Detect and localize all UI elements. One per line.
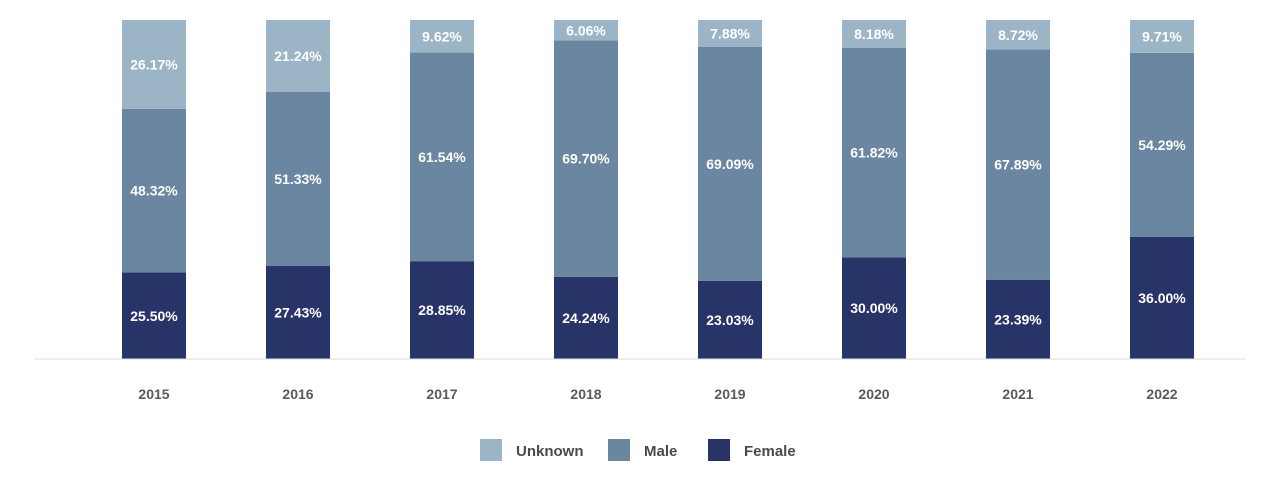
legend-swatch-female	[708, 439, 730, 461]
legend-label-male: Male	[644, 443, 677, 460]
x-tick-label-2017: 2017	[426, 386, 457, 402]
bar-female-2021	[986, 279, 1050, 359]
bar-male-2020	[842, 47, 906, 258]
data-label-unknown-2015: 26.17%	[130, 56, 178, 72]
bar-female-2020	[842, 257, 906, 359]
data-label-male-2018: 69.70%	[562, 151, 610, 167]
data-label-unknown-2016: 21.24%	[274, 48, 322, 64]
data-label-unknown-2022: 9.71%	[1142, 28, 1182, 44]
bar-male-2017	[410, 52, 474, 262]
bar-male-2021	[986, 49, 1050, 280]
data-label-male-2016: 51.33%	[274, 171, 322, 187]
bar-female-2019	[698, 280, 762, 359]
bar-female-2018	[554, 276, 618, 359]
data-label-female-2015: 25.50%	[130, 308, 178, 324]
data-label-female-2018: 24.24%	[562, 310, 610, 326]
bar-unknown-2017	[410, 19, 474, 53]
x-tick-label-2020: 2020	[858, 386, 889, 402]
data-label-female-2016: 27.43%	[274, 305, 322, 321]
legend-swatch-male	[608, 439, 630, 461]
legend-label-female: Female	[744, 443, 796, 460]
x-tick-label-2021: 2021	[1002, 386, 1033, 402]
bars-layer: 25.50% 48.32% 26.17% 27.43% 51.33% 21.24% 28.8…	[122, 19, 1194, 359]
data-label-female-2017: 28.85%	[418, 302, 466, 318]
data-label-male-2022: 54.29%	[1138, 137, 1186, 153]
data-label-male-2017: 61.54%	[418, 149, 466, 165]
x-tick-label-2019: 2019	[714, 386, 745, 402]
bar-male-2016	[266, 92, 330, 267]
bar-female-2022	[1130, 236, 1194, 359]
data-label-unknown-2019: 7.88%	[710, 25, 750, 41]
legend-swatch-unknown	[480, 439, 502, 461]
bar-unknown-2016	[266, 20, 330, 93]
bar-female-2016	[266, 266, 330, 359]
data-label-female-2021: 23.39%	[994, 311, 1042, 327]
x-axis-ticks: 2015 2016 2017 2018 2019 2020 2021 2022	[138, 386, 1177, 402]
data-label-male-2021: 67.89%	[994, 157, 1042, 173]
bar-unknown-2021	[986, 20, 1050, 50]
x-tick-label-2018: 2018	[570, 386, 601, 402]
data-label-male-2020: 61.82%	[850, 145, 898, 161]
bar-female-2017	[410, 261, 474, 359]
bar-unknown-2019	[698, 20, 762, 47]
bar-unknown-2018	[554, 20, 618, 41]
bar-male-2019	[698, 46, 762, 281]
legend-label-unknown: Unknown	[516, 443, 584, 460]
data-label-female-2019: 23.03%	[706, 312, 754, 328]
x-tick-label-2022: 2022	[1146, 386, 1177, 402]
bar-male-2015	[122, 108, 186, 273]
data-label-male-2019: 69.09%	[706, 156, 754, 172]
data-label-unknown-2021: 8.72%	[998, 27, 1038, 43]
legend: Unknown Male Female	[480, 439, 796, 461]
bar-unknown-2015	[122, 20, 186, 109]
data-label-unknown-2020: 8.18%	[854, 26, 894, 42]
data-label-female-2020: 30.00%	[850, 300, 898, 316]
x-tick-label-2015: 2015	[138, 386, 169, 402]
data-label-unknown-2018: 6.06%	[566, 22, 606, 38]
data-label-female-2022: 36.00%	[1138, 290, 1186, 306]
bar-unknown-2020	[842, 20, 906, 48]
x-tick-label-2016: 2016	[282, 386, 313, 402]
bar-male-2018	[554, 40, 618, 277]
data-label-unknown-2017: 9.62%	[422, 28, 462, 44]
data-label-male-2015: 48.32%	[130, 183, 178, 199]
bar-unknown-2022	[1130, 20, 1194, 53]
bar-female-2015	[122, 272, 186, 359]
bar-male-2022	[1130, 52, 1194, 237]
